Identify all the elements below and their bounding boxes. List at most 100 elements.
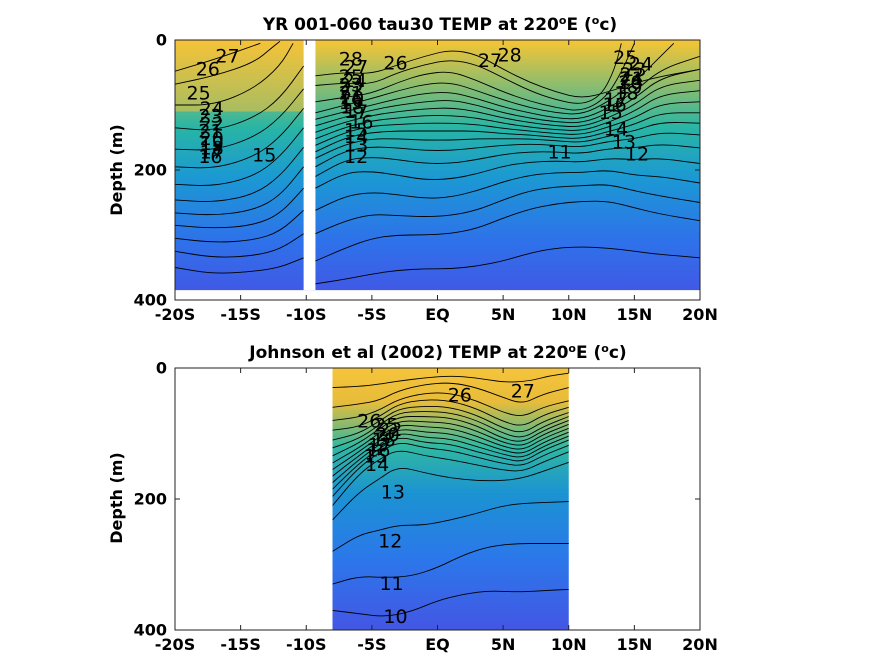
isotherm-22c	[315, 79, 700, 133]
contour-label: 23	[198, 106, 222, 128]
contour-label: 22	[620, 64, 644, 86]
contour-label: 26	[357, 411, 381, 433]
chart-2-x-ticks: -20S -15S -10S -5S EQ 5N 10N 15N 20N	[155, 368, 718, 654]
contour-label: 21	[339, 82, 363, 104]
isotherm-15c	[315, 158, 700, 189]
isotherm-18c	[315, 122, 700, 159]
contour-label: 25	[613, 47, 637, 69]
contour-label: 22	[378, 419, 402, 441]
isotherm-20c	[175, 147, 304, 202]
contour-label: 18	[200, 138, 224, 160]
chart-2-y-axis-label: Depth (m)	[107, 452, 126, 544]
contour-label: 21	[620, 68, 644, 90]
contour-label: 26	[448, 385, 472, 407]
isotherm-24c	[175, 65, 304, 131]
isotherm-20c	[315, 101, 700, 146]
x-tick-label: EQ	[425, 305, 450, 324]
contour-label: 14	[344, 126, 368, 148]
contour-label: 19	[339, 92, 363, 114]
chart-1-title: YR 001-060 tau30 TEMP at 220oE (oc)	[262, 14, 617, 36]
chart-1-isotherms	[175, 40, 700, 285]
contour-label: 11	[547, 141, 571, 163]
chart-1-y-axis-label: Depth (m)	[107, 124, 126, 216]
contour-label: 22	[200, 114, 224, 136]
isotherm-21c	[332, 416, 569, 457]
chart-2-fill	[332, 368, 569, 630]
x-tick-label: -20S	[155, 635, 195, 654]
isotherm-26c	[315, 43, 635, 111]
isotherm-25c	[332, 392, 569, 421]
isotherm-18c	[175, 187, 304, 229]
contour-label: 10	[383, 606, 407, 628]
isotherm-13c	[332, 461, 569, 521]
chart-panel-1: YR 001-060 tau30 TEMP at 220oE (oc) 2726…	[107, 14, 718, 325]
contour-label: 17	[200, 141, 224, 163]
isotherm-27c	[315, 43, 622, 104]
isotherm-18c	[332, 429, 569, 477]
contour-label: 15	[599, 102, 623, 124]
contour-label: 20	[200, 128, 224, 150]
contour-label: 14	[604, 119, 628, 141]
isotherm-13c	[315, 184, 700, 235]
contour-label: 13	[612, 132, 636, 154]
chart-1-warm-pool-west	[175, 40, 304, 112]
contour-label: 21	[198, 121, 222, 143]
isotherm-20c	[332, 420, 569, 464]
chart-1-x-ticks: -20S -15S -10S -5S EQ 5N 10N 15N 20N	[155, 40, 718, 324]
contour-label: 27	[344, 56, 368, 78]
isotherm-25c	[175, 43, 294, 106]
x-tick-label: 10N	[551, 305, 587, 324]
isotherm-27c	[175, 42, 261, 72]
contour-label: 12	[378, 531, 402, 553]
x-tick-label: -15S	[220, 305, 260, 324]
contour-label: 19	[618, 76, 642, 98]
contour-label: 23	[339, 75, 363, 97]
isotherm-16c	[315, 144, 700, 177]
contour-label: 15	[364, 445, 388, 467]
isotherm-24c	[315, 55, 700, 120]
isotherm-16c	[175, 233, 304, 258]
x-tick-label: -5S	[357, 305, 386, 324]
chart-2-y-ticks: 0 200 400	[134, 359, 700, 640]
isotherm-11c	[332, 543, 569, 585]
contour-label: 17	[344, 101, 368, 123]
contour-label: 19	[200, 133, 224, 155]
contour-label: 25	[187, 82, 211, 104]
contour-label: 25	[374, 415, 398, 437]
contour-label: 26	[383, 52, 407, 74]
contour-label: 26	[196, 58, 220, 80]
x-tick-label: -5S	[357, 635, 386, 654]
contour-label: 24	[629, 54, 653, 76]
chart-2-title: Johnson et al (2002) TEMP at 220oE (oc)	[248, 342, 626, 364]
isotherm-22c	[332, 411, 569, 449]
contour-label: 13	[381, 481, 405, 503]
isotherm-11c	[315, 246, 700, 285]
contour-label: 15	[252, 145, 276, 167]
contour-label: 18	[340, 97, 364, 119]
contour-label: 24	[343, 70, 367, 92]
contour-label: 25	[339, 66, 363, 88]
x-tick-label: 15N	[617, 305, 653, 324]
y-tick-label: 200	[134, 490, 167, 509]
isotherm-26c	[332, 382, 569, 408]
isotherm-28c	[315, 50, 700, 98]
y-tick-label: 400	[134, 291, 167, 310]
contour-label: 16	[349, 112, 373, 134]
contour-label: 27	[215, 45, 239, 67]
y-tick-label: 400	[134, 621, 167, 640]
contour-label: 20	[376, 424, 400, 446]
isotherm-15c	[332, 443, 569, 497]
contour-label: 12	[344, 146, 368, 168]
y-tick-label: 0	[156, 31, 167, 50]
isotherm-23c	[332, 405, 569, 441]
contour-label: 17	[604, 89, 628, 111]
chart-1-y-ticks: 0 200 400	[134, 31, 700, 310]
isotherm-21c	[175, 127, 304, 186]
x-tick-label: 15N	[617, 635, 653, 654]
contour-label: 20	[340, 88, 364, 110]
contour-label: 18	[614, 82, 638, 104]
isotherm-23c	[175, 88, 304, 151]
contour-label: 13	[344, 134, 368, 156]
